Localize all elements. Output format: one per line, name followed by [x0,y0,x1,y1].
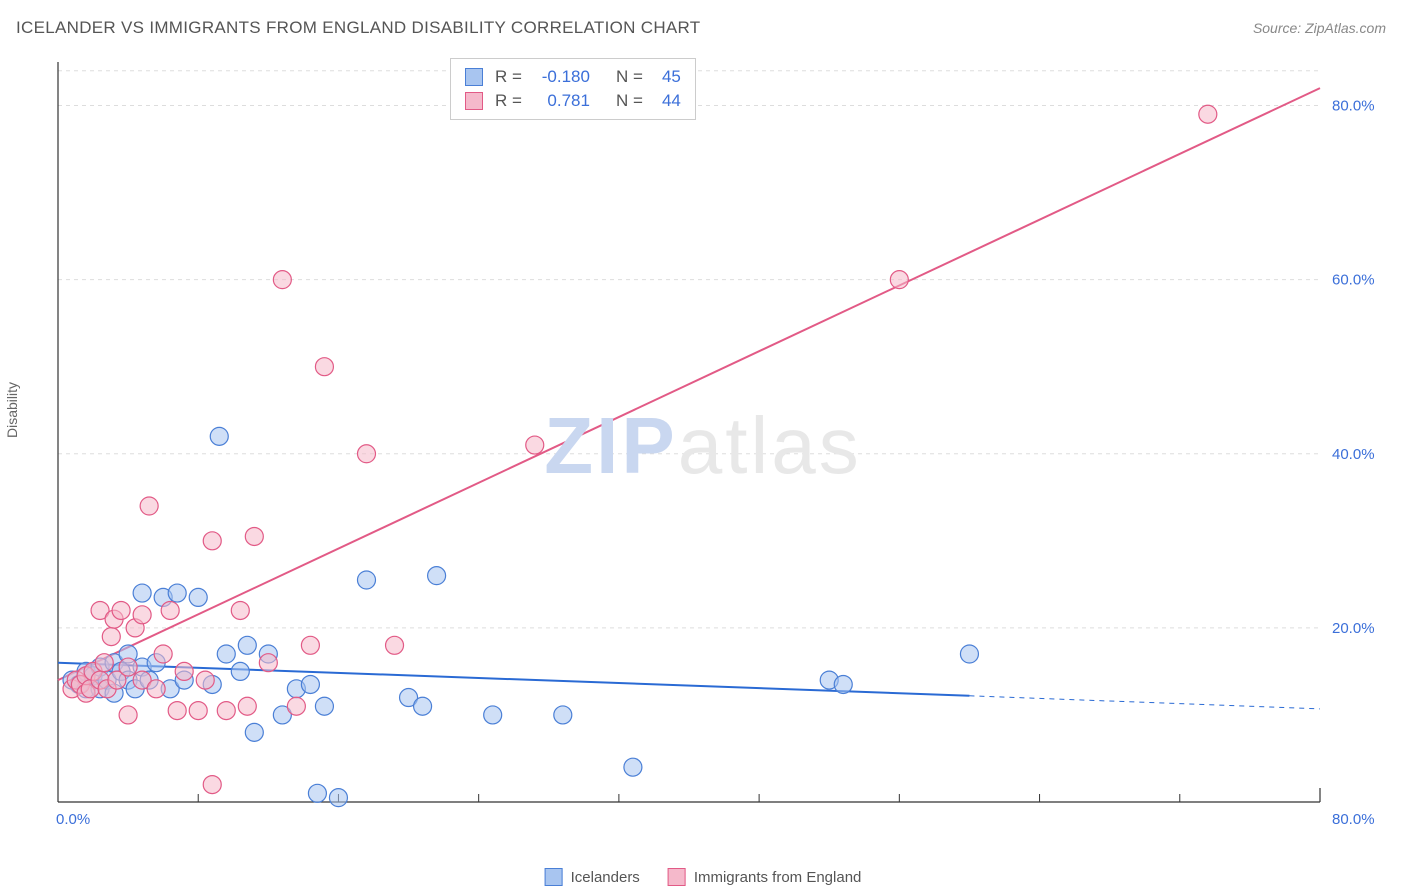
svg-text:0.0%: 0.0% [56,811,90,828]
r-label: R = [495,67,522,87]
legend-item: Immigrants from England [668,868,862,886]
chart-svg: 20.0% 40.0% 60.0% 80.0% 0.0% 80.0% [50,52,1390,842]
r-value: -0.180 [530,67,590,87]
r-value: 0.781 [530,91,590,111]
n-value: 45 [651,67,681,87]
svg-text:60.0%: 60.0% [1332,272,1375,289]
correlation-stats-box: R = -0.180 N = 45 R = 0.781 N = 44 [450,58,696,120]
stats-row: R = 0.781 N = 44 [465,89,681,113]
legend-swatch-icon [668,868,686,886]
svg-text:40.0%: 40.0% [1332,446,1375,463]
chart-title: ICELANDER VS IMMIGRANTS FROM ENGLAND DIS… [16,18,701,38]
y-axis-label: Disability [4,382,20,438]
n-label: N = [616,67,643,87]
r-label: R = [495,91,522,111]
stats-row: R = -0.180 N = 45 [465,65,681,89]
svg-text:20.0%: 20.0% [1332,620,1375,637]
source-attribution: Source: ZipAtlas.com [1253,20,1386,36]
stats-swatch-icon [465,68,483,86]
legend-swatch-icon [545,868,563,886]
n-label: N = [616,91,643,111]
chart-container: ICELANDER VS IMMIGRANTS FROM ENGLAND DIS… [0,0,1406,892]
svg-text:80.0%: 80.0% [1332,98,1375,115]
plot-area: 20.0% 40.0% 60.0% 80.0% 0.0% 80.0% [50,52,1390,842]
legend-label: Immigrants from England [694,869,862,886]
legend-label: Icelanders [571,869,640,886]
svg-text:80.0%: 80.0% [1332,811,1375,828]
stats-swatch-icon [465,92,483,110]
legend-item: Icelanders [545,868,640,886]
legend: Icelanders Immigrants from England [545,868,862,886]
n-value: 44 [651,91,681,111]
